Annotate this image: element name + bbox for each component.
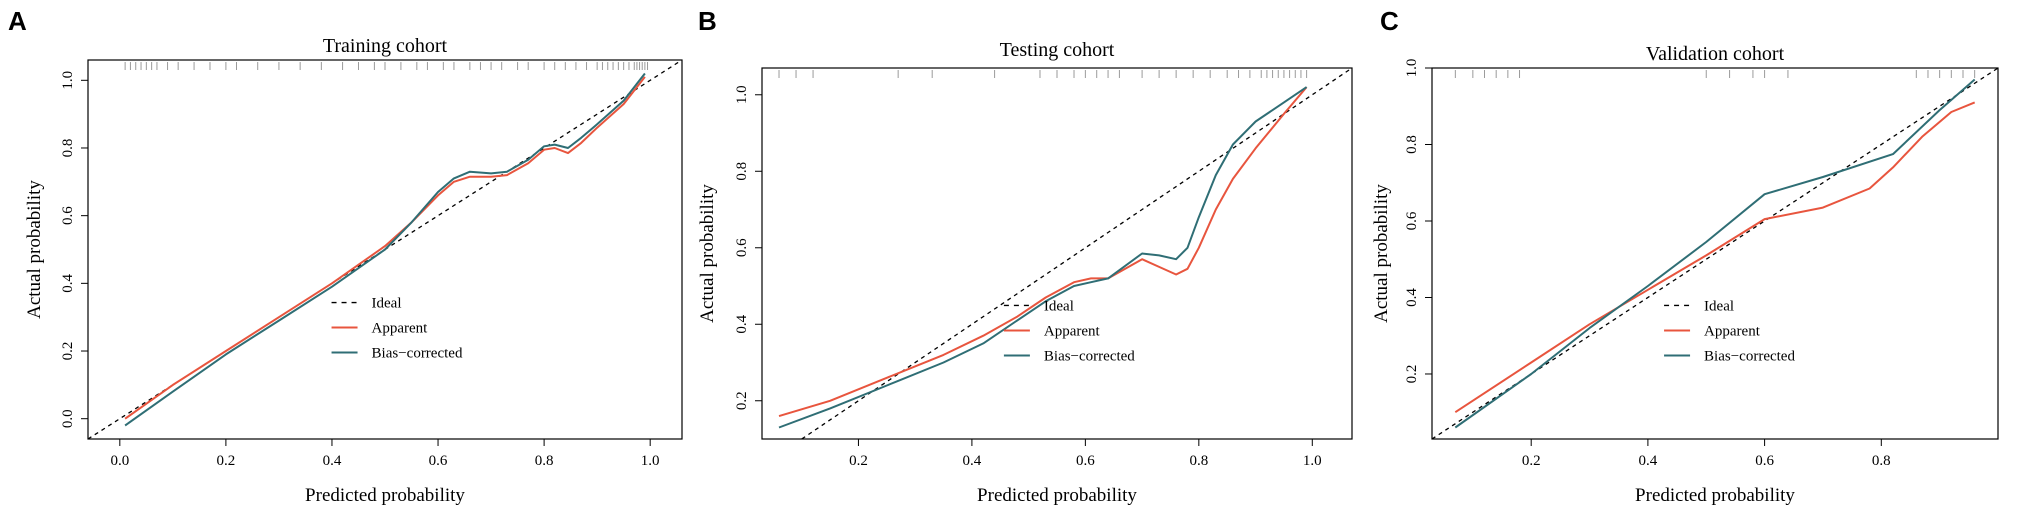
x-tick-label: 0.4 xyxy=(1639,453,1658,469)
y-tick-label: 0.6 xyxy=(734,238,750,257)
plot-frame xyxy=(87,59,683,440)
legend-label: Bias−corrected xyxy=(372,346,463,362)
series-bias-corrected xyxy=(124,72,646,427)
y-tick-label: 0.6 xyxy=(60,206,76,225)
legend-label: Apparent xyxy=(372,321,429,337)
chart-title: Validation cohort xyxy=(1646,43,1785,65)
legend: Ideal Apparent Bias−corrected xyxy=(331,296,463,362)
y-tick-label: 0.2 xyxy=(60,342,76,361)
legend-label: Apparent xyxy=(1704,323,1761,339)
legend-label: Ideal xyxy=(372,296,402,312)
y-tick-label: 1.0 xyxy=(1404,59,1420,78)
x-tick-label: 0.4 xyxy=(963,453,982,469)
y-axis-label: Actual probability xyxy=(1371,184,1392,323)
y-tick-label: 1.0 xyxy=(734,85,750,104)
series-dashed xyxy=(800,68,1352,439)
legend-label: Bias−corrected xyxy=(1044,348,1135,364)
panel-letter: C xyxy=(1380,6,1399,36)
x-tick-label: 0.6 xyxy=(429,453,448,469)
series-apparent xyxy=(124,76,646,420)
x-tick-label: 0.0 xyxy=(110,453,129,469)
chart-title: Testing cohort xyxy=(1000,39,1115,61)
panel-c: C Validation cohort 0.2 0.4 0.6 0.8 0.2 0.4 0.6 0… xyxy=(1371,6,1999,506)
legend: Ideal Apparent Bias−corrected xyxy=(1664,298,1795,364)
series-bias-corrected xyxy=(778,86,1308,429)
y-axis-label: Actual probability xyxy=(697,184,718,323)
x-tick-label: 1.0 xyxy=(641,453,660,469)
panel-a: A Training cohort 0.0 0.2 0.4 0.6 0.8 1.0 0.0 0.2… xyxy=(8,6,683,506)
legend-label: Ideal xyxy=(1704,298,1734,314)
legend-label: Ideal xyxy=(1044,298,1074,314)
legend: Ideal Apparent Bias−corrected xyxy=(1003,298,1135,364)
x-tick-label: 0.8 xyxy=(1872,453,1891,469)
legend-label: Apparent xyxy=(1044,323,1101,339)
x-tick-label: 0.8 xyxy=(1189,453,1208,469)
panel-letter: A xyxy=(8,6,27,36)
y-axis-label: Actual probability xyxy=(24,180,45,319)
x-tick-label: 1.0 xyxy=(1303,453,1322,469)
x-tick-label: 0.2 xyxy=(217,453,236,469)
x-tick-label: 0.6 xyxy=(1755,453,1774,469)
y-tick-label: 0.4 xyxy=(1404,288,1420,307)
legend-label: Bias−corrected xyxy=(1704,348,1795,364)
plot-frame xyxy=(1431,67,1999,440)
y-tick-label: 0.2 xyxy=(1404,365,1420,384)
x-tick-label: 0.2 xyxy=(849,453,868,469)
y-tick-label: 0.8 xyxy=(734,162,750,181)
y-tick-label: 0.2 xyxy=(734,391,750,410)
x-tick-label: 0.6 xyxy=(1076,453,1095,469)
series-apparent xyxy=(1454,101,1976,414)
y-tick-label: 0.4 xyxy=(60,273,76,292)
y-tick-label: 0.4 xyxy=(734,314,750,333)
panel-b: B Testing cohort 0.2 0.4 0.6 0.8 1.0 0.2 0.4 0.6 0… xyxy=(697,6,1353,506)
x-tick-label: 0.4 xyxy=(323,453,342,469)
chart-title: Training cohort xyxy=(323,35,448,57)
y-tick-label: 0.8 xyxy=(1404,135,1420,154)
y-tick-label: 0.0 xyxy=(60,409,76,428)
x-axis-label: Predicted probability xyxy=(977,485,1137,506)
y-tick-label: 0.6 xyxy=(1404,211,1420,230)
series-apparent xyxy=(778,86,1308,418)
x-axis-label: Predicted probability xyxy=(305,485,465,506)
x-tick-label: 0.8 xyxy=(535,453,554,469)
y-tick-label: 1.0 xyxy=(60,71,76,90)
plot-frame xyxy=(761,67,1353,440)
x-axis-label: Predicted probability xyxy=(1635,485,1795,506)
panel-letter: B xyxy=(698,6,717,36)
y-tick-label: 0.8 xyxy=(60,139,76,158)
x-tick-label: 0.2 xyxy=(1522,453,1541,469)
series-bias-corrected xyxy=(1454,78,1976,429)
